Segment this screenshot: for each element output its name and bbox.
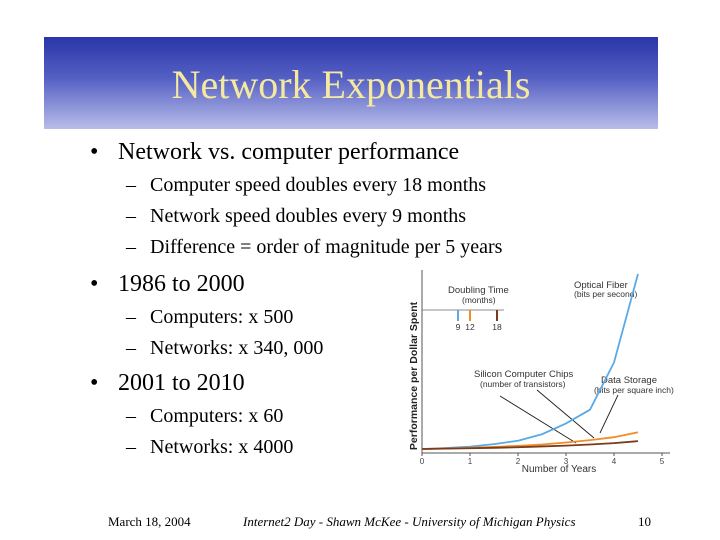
dash-glyph: – [126,236,136,258]
x-tick-label: 3 [564,457,569,466]
x-axis-label: Number of Years [522,464,597,475]
x-tick-label: 2 [516,457,521,466]
silicon-chips-unit: (number of transistors) [480,379,566,389]
doubling-tick-label: 9 [456,322,461,332]
x-tick-label: 1 [468,457,473,466]
bullet-dot: • [90,271,99,297]
bullet-network-vs-computer: • Network vs. computer performance [90,137,459,167]
silicon-chips-leader-line [499,395,577,444]
doubling-tick-label: 18 [492,322,502,332]
sub-bullet-text: Computer speed doubles every 18 months [150,174,487,196]
optical-fiber-unit: (bits per second) [574,289,637,299]
bullet-text: 1986 to 2000 [118,271,245,297]
sub-bullet-text: Networks: x 340, 000 [150,337,324,359]
sub-bullet-text: Difference = order of magnitude per 5 ye… [150,236,503,258]
performance-chart: Performance per Dollar Spent Doubling Ti… [404,266,684,476]
slide-title: Network Exponentials [171,62,531,107]
sub-bullet: – Computer speed doubles every 18 months [126,172,486,198]
doubling-time-title: Doubling Time [448,285,509,296]
data-storage-label: Data Storage [601,375,657,386]
series-layer [421,273,639,450]
bullet-dot: • [90,370,99,396]
sub-bullet-text: Network speed doubles every 9 months [150,205,467,227]
page-number: 10 [638,514,651,529]
sub-bullet: – Difference = order of magnitude per 5 y… [126,234,502,260]
silicon-chips-label: Silicon Computer Chips [474,369,574,380]
silicon-chips-leader-line [536,389,595,439]
doubling-time-ticks: 9 12 18 [456,310,502,332]
doubling-time-unit: (months) [462,295,496,305]
data-storage-leader-line [599,394,619,434]
title-banner [44,37,658,129]
bullet-text: 2001 to 2010 [118,370,245,396]
doubling-tick-label: 12 [465,322,475,332]
dash-glyph: – [126,337,136,359]
x-tick-label: 5 [660,457,665,466]
dash-glyph: – [126,405,136,427]
sub-bullet-text: Networks: x 4000 [150,436,294,458]
dash-glyph: – [126,436,136,458]
sub-bullet: – Networks: x 340, 000 [126,335,323,361]
x-tick-label: 0 [420,457,425,466]
sub-bullet: – Networks: x 4000 [126,434,293,460]
sub-bullet: – Network speed doubles every 9 months [126,203,466,229]
dash-glyph: – [126,174,136,196]
dash-glyph: – [126,306,136,328]
footer-date: March 18, 2004 [108,514,191,529]
x-tick-labels: 0 1 2 3 4 5 [420,453,665,466]
sub-bullet-text: Computers: x 60 [150,405,284,427]
dash-glyph: – [126,205,136,227]
bullet-2001-2010: • 2001 to 2010 [90,368,245,398]
sub-bullet: – Computers: x 500 [126,304,293,330]
bullet-dot: • [90,139,99,165]
x-tick-label: 4 [612,457,617,466]
bullet-1986-2000: • 1986 to 2000 [90,269,245,299]
sub-bullet: – Computers: x 60 [126,403,283,429]
y-axis-label: Performance per Dollar Spent [408,301,420,450]
bullet-text: Network vs. computer performance [118,139,460,165]
series-line-silicon-computer-chips [421,440,639,450]
footer-presenter: Internet2 Day - Shawn McKee - University… [243,514,576,529]
optical-fiber-label: Optical Fiber [574,280,628,291]
data-storage-unit: (bits per square inch) [594,385,674,395]
sub-bullet-text: Computers: x 500 [150,306,294,328]
